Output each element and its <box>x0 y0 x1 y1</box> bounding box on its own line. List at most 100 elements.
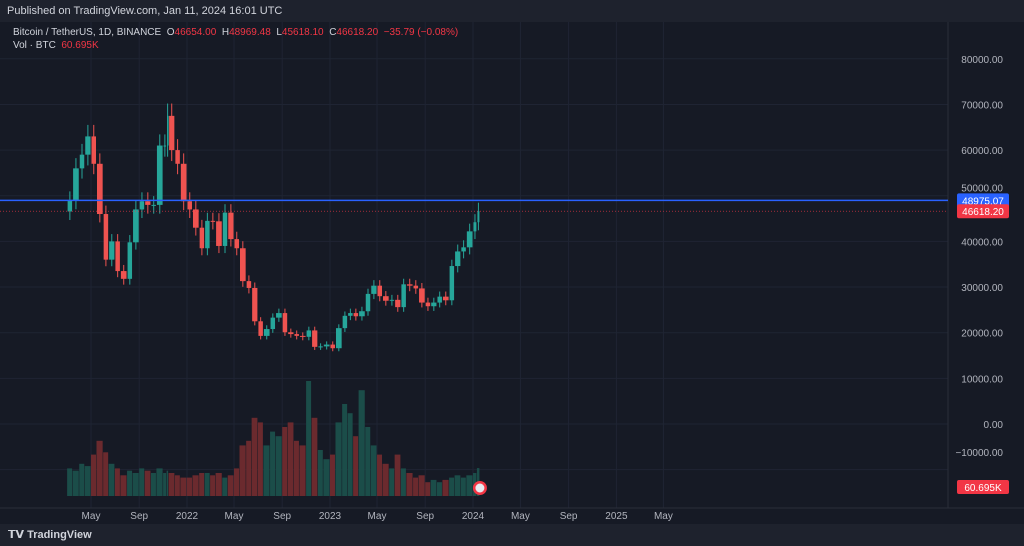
candle-body <box>365 293 371 312</box>
candle-body <box>180 163 187 202</box>
x-tick-label: 2023 <box>319 511 342 522</box>
candle-body <box>187 201 192 210</box>
volume-bar <box>156 468 163 496</box>
candle-body <box>335 328 342 349</box>
y-tick-label: 50000.00 <box>961 183 1003 194</box>
volume-bar <box>215 473 222 496</box>
y-tick-label: 0.00 <box>984 420 1004 431</box>
symbol-legend: Bitcoin / TetherUS, 1D, BINANCE O46654.0… <box>13 26 458 52</box>
candle-body <box>85 136 91 155</box>
candle-body <box>477 211 480 223</box>
candle-body <box>192 209 199 228</box>
candle-body <box>401 284 406 308</box>
candle-body <box>169 115 175 151</box>
candle-body <box>109 241 115 260</box>
candle-body <box>312 330 318 347</box>
x-tick-label: 2022 <box>176 511 199 522</box>
close-value: 46618.20 <box>336 27 379 38</box>
x-tick-label: May <box>511 511 530 522</box>
volume-bar <box>347 413 353 496</box>
volume-bar <box>275 436 282 496</box>
volume-bar <box>370 445 377 496</box>
y-tick-label: 80000.00 <box>961 55 1003 66</box>
volume-bar <box>282 427 288 496</box>
open-label: O <box>166 27 175 38</box>
candle-body <box>342 315 348 329</box>
candle-body <box>348 313 353 316</box>
volume-bar <box>430 479 437 496</box>
volume-label-bg <box>957 480 1009 494</box>
volume-bar <box>418 475 425 496</box>
volume-bar <box>460 477 466 496</box>
hline-price-label: 48975.07 <box>962 196 1004 207</box>
candle-body <box>205 220 210 249</box>
volume-bar <box>139 468 145 496</box>
volume-bar <box>299 445 306 496</box>
volume-bar <box>174 475 180 496</box>
candle-body <box>73 168 79 201</box>
candle-body <box>431 302 437 307</box>
last-price-label-bg <box>957 204 1009 219</box>
y-tick-label: 60000.00 <box>961 146 1003 157</box>
volume-bar <box>306 381 312 496</box>
candle-body <box>282 313 288 333</box>
volume-bar <box>246 440 252 496</box>
x-tick-label: Sep <box>130 511 148 522</box>
volume-bar <box>103 452 109 496</box>
candle-body <box>263 329 270 336</box>
volume-bar <box>257 422 263 496</box>
volume-bar <box>454 475 461 496</box>
last-price-label: 46618.20 <box>962 207 1004 218</box>
published-header: Published on TradingView.com, Jan 11, 20… <box>0 0 1024 22</box>
candle-body <box>288 332 294 335</box>
candle-body <box>252 287 258 322</box>
candle-body <box>156 145 163 205</box>
candle-body <box>258 321 263 336</box>
candle-body <box>473 222 477 232</box>
volume-bar <box>67 468 73 496</box>
candle-body <box>377 285 382 297</box>
volume-bar <box>84 466 91 496</box>
volume-bar <box>210 475 216 496</box>
candle-body <box>216 221 222 246</box>
volume-bar <box>377 454 382 496</box>
y-tick-label: 40000.00 <box>961 237 1003 248</box>
candle-body <box>115 241 120 272</box>
y-tick-label: −10000.00 <box>955 448 1003 459</box>
volume-bar <box>394 454 401 496</box>
candle-body <box>395 299 401 308</box>
candle-body <box>318 346 323 348</box>
price-chart[interactable]: 80000.00 70000.00 60000.00 50000.00 40000.00… <box>0 22 1024 524</box>
volume-bar <box>413 477 419 496</box>
symbol-name[interactable]: Bitcoin / TetherUS, 1D, BINANCE <box>13 27 162 38</box>
high-value: 48969.48 <box>229 27 271 38</box>
candle-body <box>455 251 461 267</box>
volume-bar <box>263 445 270 496</box>
chart-area[interactable]: 80000.00 70000.00 60000.00 50000.00 40000.00… <box>0 22 1024 524</box>
candle-body <box>199 227 205 249</box>
x-tick-label: Sep <box>416 511 434 522</box>
brand-name: TradingView <box>27 529 92 541</box>
volume-axis-label: 60.695K <box>964 483 1002 494</box>
volume-bar <box>79 463 85 496</box>
volume-bar <box>227 475 234 496</box>
volume-label[interactable]: Vol · BTC <box>13 40 56 51</box>
x-tick-label: May <box>368 511 387 522</box>
candle-body <box>353 313 359 317</box>
volume-bar <box>187 477 192 496</box>
volume-bar <box>353 436 359 496</box>
candle-body <box>425 302 431 307</box>
candle-body <box>389 299 395 301</box>
candle-body <box>406 284 413 286</box>
candle-body <box>228 212 234 240</box>
volume-bar <box>358 390 365 496</box>
volume-bar <box>382 463 389 496</box>
volume-bar <box>91 454 96 496</box>
y-tick-label: 70000.00 <box>961 100 1003 111</box>
candle-body <box>139 201 145 210</box>
candle-body <box>96 163 103 215</box>
y-tick-label: 30000.00 <box>961 283 1003 294</box>
candle-body <box>239 248 246 282</box>
volume-bar <box>199 473 205 496</box>
tradingview-logo[interactable]: 𝗧𝗩 TradingView <box>8 524 92 546</box>
